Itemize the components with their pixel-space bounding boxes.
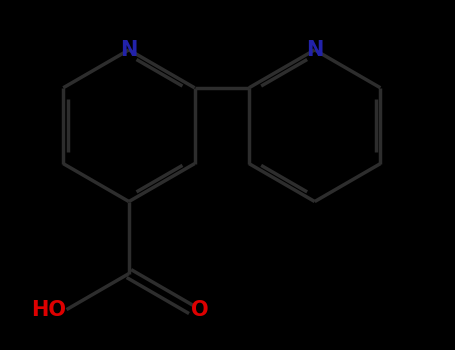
Text: O: O — [191, 300, 209, 320]
Text: N: N — [120, 40, 137, 60]
Text: HO: HO — [31, 300, 66, 320]
Text: N: N — [306, 40, 324, 60]
